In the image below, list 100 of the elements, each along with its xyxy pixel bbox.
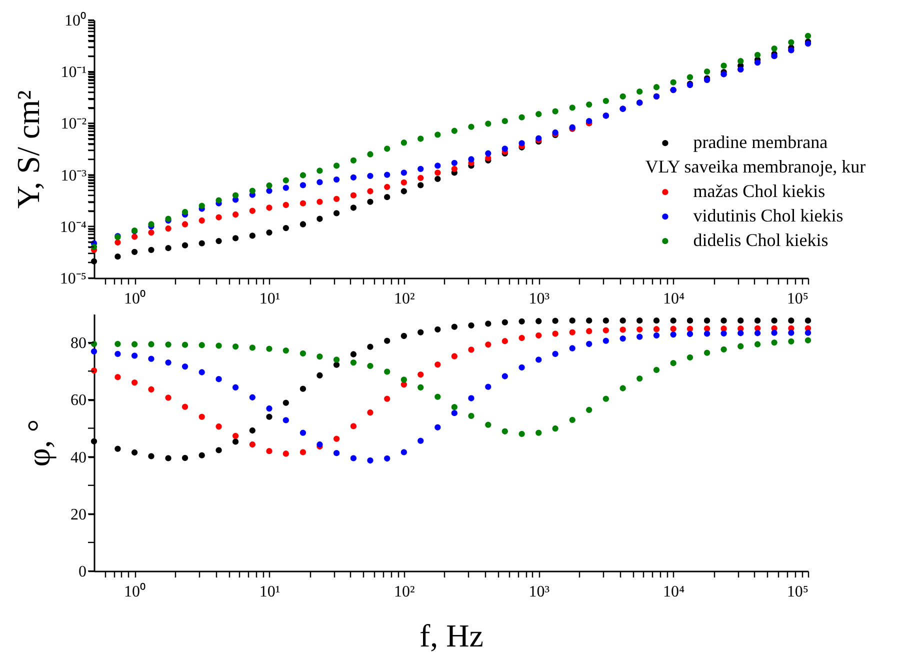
point <box>400 140 408 146</box>
point <box>333 196 340 202</box>
point <box>720 317 727 324</box>
point <box>182 242 188 248</box>
point <box>485 341 492 348</box>
point <box>384 396 390 402</box>
point <box>282 347 289 354</box>
point <box>198 414 205 420</box>
point <box>468 156 474 162</box>
point <box>620 335 626 342</box>
point <box>434 361 441 368</box>
point <box>788 338 794 344</box>
point <box>434 132 441 138</box>
point <box>771 45 778 52</box>
point <box>316 353 323 360</box>
point <box>350 192 357 198</box>
point <box>502 373 508 380</box>
point <box>400 179 408 186</box>
point <box>316 179 323 186</box>
point <box>400 376 408 383</box>
point <box>249 232 256 239</box>
point <box>400 381 408 388</box>
point <box>350 359 357 366</box>
point <box>418 166 424 172</box>
point <box>165 455 172 462</box>
point <box>266 204 272 211</box>
point <box>418 329 424 336</box>
point <box>602 327 610 334</box>
point <box>114 350 121 358</box>
point <box>282 450 289 457</box>
point <box>518 140 525 146</box>
point <box>384 455 390 462</box>
point <box>333 210 340 216</box>
point <box>451 404 458 410</box>
point <box>249 208 256 214</box>
x-tick-label: 10² <box>394 584 416 600</box>
point <box>165 245 172 252</box>
point <box>282 400 289 406</box>
point <box>754 341 761 348</box>
point <box>502 319 508 326</box>
point <box>249 344 256 351</box>
point <box>266 188 272 194</box>
point <box>198 240 205 246</box>
point <box>569 317 576 324</box>
point <box>620 326 626 333</box>
point <box>418 174 424 181</box>
point <box>400 449 408 456</box>
point <box>468 322 474 328</box>
point <box>536 430 542 436</box>
point <box>418 182 424 188</box>
point <box>249 394 256 400</box>
point <box>771 330 778 336</box>
point <box>720 346 727 352</box>
point <box>468 124 474 130</box>
point <box>249 427 256 434</box>
point <box>536 332 542 338</box>
point <box>704 325 710 332</box>
point <box>518 114 525 120</box>
point <box>232 432 239 440</box>
point <box>536 111 542 118</box>
point <box>316 372 323 378</box>
point <box>367 188 374 194</box>
point <box>502 428 508 434</box>
point <box>451 128 458 134</box>
point <box>367 457 374 464</box>
point <box>536 356 542 363</box>
point <box>216 197 222 204</box>
point <box>333 436 340 442</box>
legend-label: pradine membrana <box>693 132 828 152</box>
point <box>165 341 172 348</box>
point <box>586 406 592 414</box>
y-tick-label: 10⁻⁴ <box>60 218 87 236</box>
x-tick-label: 10¹ <box>259 584 280 600</box>
point <box>384 184 390 190</box>
point <box>232 438 239 445</box>
y-axis-title: φ, ° <box>20 419 56 467</box>
point <box>384 172 390 178</box>
point <box>552 425 558 432</box>
point <box>350 204 357 211</box>
point <box>350 423 357 430</box>
point <box>738 58 744 64</box>
point <box>216 238 222 244</box>
point <box>653 326 660 332</box>
x-tick-label: 10² <box>394 290 416 308</box>
point <box>704 317 710 324</box>
point <box>451 410 458 416</box>
x-tick-label: 10⁴ <box>663 584 686 600</box>
point <box>182 208 188 216</box>
point <box>552 318 558 324</box>
point <box>198 217 205 224</box>
point <box>451 160 458 166</box>
point <box>738 343 744 350</box>
point <box>451 353 458 360</box>
point <box>114 254 121 260</box>
point <box>266 182 272 189</box>
point <box>249 188 256 194</box>
point <box>232 211 239 218</box>
y-tick-label: 0 <box>78 564 86 580</box>
point <box>232 343 239 350</box>
point <box>686 326 694 332</box>
